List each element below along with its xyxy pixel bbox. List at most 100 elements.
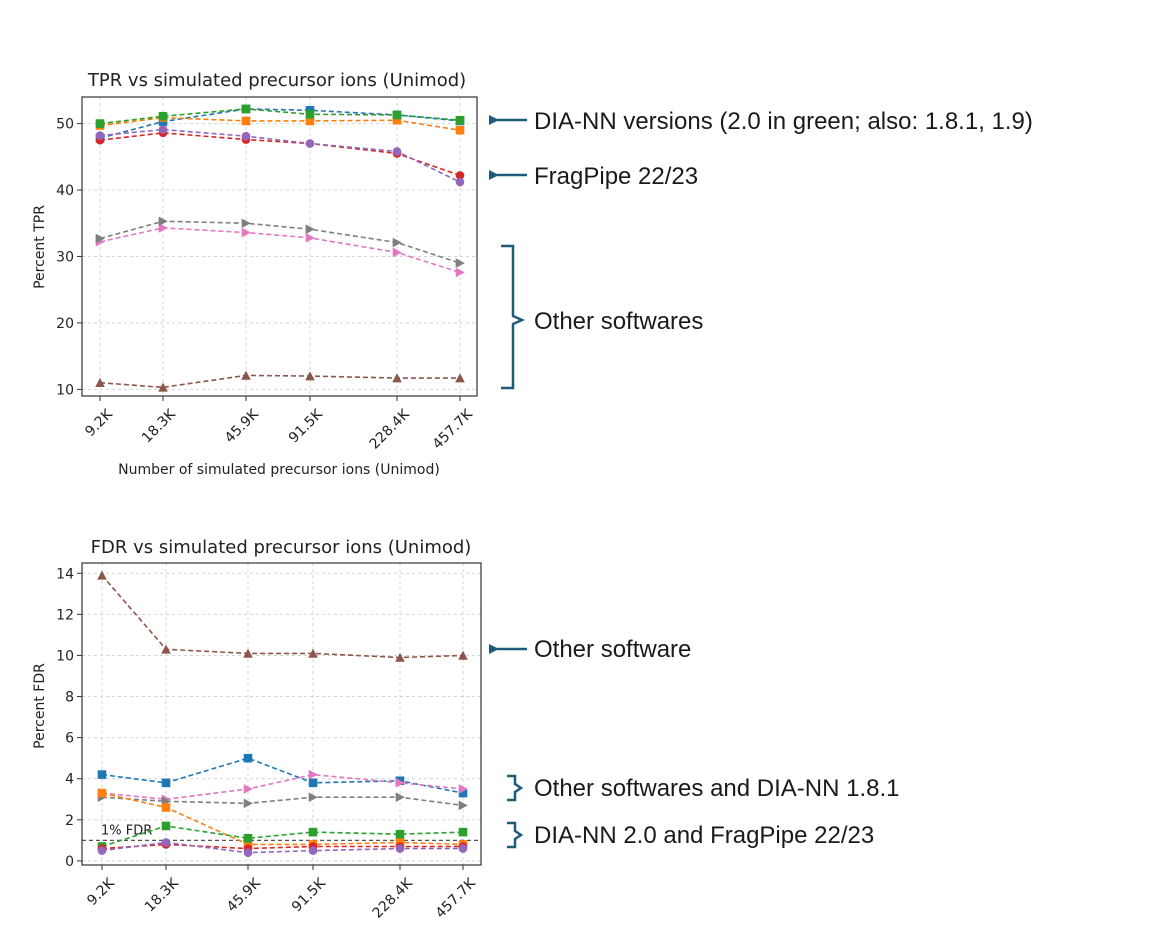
- fdr-series-line-brown: [101, 574, 464, 659]
- fdr-point-brown: [395, 652, 405, 662]
- tpr-point-pink: [158, 223, 168, 233]
- tpr-y-tick-label: 50: [56, 117, 74, 133]
- fdr-y-tick-label: 14: [56, 566, 74, 582]
- fdr-chart: FDR vs simulated precursor ions (Unimod)…: [32, 537, 482, 922]
- tpr-point-purple: [95, 131, 105, 140]
- tpr-point-purple: [241, 131, 251, 141]
- tpr-plot-frame: [81, 96, 478, 397]
- fdr-y-tick-label: 2: [65, 813, 74, 829]
- annotation-dia-nn-versions: DIA-NN versions (2.0 in green; also: 1.8…: [489, 108, 1033, 135]
- fdr-series-brown: [97, 570, 468, 662]
- tpr-point-gray: [392, 237, 402, 248]
- fdr-point-purple: [458, 844, 468, 853]
- fdr-point-brown: [243, 648, 253, 658]
- curly-brace-icon: [501, 244, 526, 390]
- tpr-point-orange: [455, 125, 465, 135]
- fdr-point-green: [308, 827, 318, 837]
- fdr-y-ticks: 0 2 4 6 8 10 12 14: [56, 566, 82, 870]
- annotation-other-softwares-text: Other softwares: [534, 308, 703, 335]
- tpr-point-green: [392, 110, 402, 120]
- fdr-point-green: [458, 827, 468, 837]
- fdr-series-line-pink: [101, 773, 464, 801]
- tpr-point-green: [455, 115, 465, 125]
- tpr-point-green: [305, 109, 315, 119]
- tpr-point-gray: [241, 218, 251, 229]
- fdr-series-gray: [97, 792, 468, 811]
- tpr-point-gray: [455, 258, 465, 268]
- fdr-point-gray: [395, 792, 405, 803]
- tpr-point-brown: [158, 382, 168, 392]
- fdr-x-tick-label: 45.9K: [224, 875, 264, 915]
- fdr-series-purple: [97, 838, 468, 857]
- tpr-y-tick-label: 40: [56, 183, 74, 199]
- fdr-point-blue: [458, 788, 468, 798]
- tpr-x-tick-label: 18.3K: [139, 406, 179, 446]
- tpr-series-pink: [95, 223, 465, 278]
- tpr-x-tick-label: 457.7K: [430, 406, 477, 453]
- tpr-point-green: [241, 104, 251, 114]
- fdr-series-line-green: [101, 825, 464, 848]
- tpr-series-purple: [95, 125, 465, 187]
- tpr-point-brown: [95, 377, 105, 388]
- fdr-point-orange: [161, 803, 171, 812]
- tpr-point-pink: [305, 233, 315, 243]
- fdr-point-blue: [97, 770, 107, 779]
- tpr-point-red: [455, 171, 465, 180]
- annotation-dia-nn-20-fragpipe: DIA-NN 2.0 and FragPipe 22/23: [507, 821, 874, 849]
- fdr-point-gray: [458, 800, 468, 811]
- tpr-chart: TPR vs simulated precursor ions (Unimod)…: [32, 70, 478, 478]
- fdr-threshold-line: 1% FDR: [82, 823, 481, 841]
- fdr-y-axis-label: Percent FDR: [32, 663, 48, 749]
- tpr-point-pink: [241, 227, 251, 238]
- fdr-point-purple: [161, 838, 171, 847]
- fdr-series-pink: [97, 769, 468, 805]
- fdr-point-purple: [97, 846, 107, 855]
- tpr-y-ticks: 10 20 30 40 50: [56, 117, 82, 398]
- fdr-point-purple: [395, 844, 405, 853]
- tpr-point-brown: [305, 371, 315, 381]
- tpr-point-pink: [455, 267, 465, 278]
- annotation-other-and-dia-nn-181: Other softwares and DIA-NN 1.8.1: [507, 774, 899, 802]
- fdr-point-blue: [243, 753, 253, 763]
- fdr-point-brown: [308, 648, 318, 658]
- tpr-point-pink: [392, 247, 402, 258]
- fdr-x-tick-label: 18.3K: [142, 875, 182, 915]
- fdr-point-green: [161, 821, 171, 831]
- fdr-y-tick-label: 0: [65, 854, 74, 870]
- tpr-point-brown: [392, 373, 402, 383]
- fdr-y-tick-label: 8: [65, 690, 74, 706]
- fdr-series-line-blue: [101, 757, 464, 794]
- tpr-series-line-green: [99, 108, 461, 125]
- tpr-point-purple: [392, 147, 402, 156]
- tpr-point-orange: [305, 116, 315, 126]
- fdr-x-tick-label: 457.7K: [433, 875, 480, 922]
- fdr-series-blue: [97, 753, 468, 798]
- fdr-gridlines: [82, 563, 481, 865]
- tpr-y-tick-label: 30: [56, 249, 74, 265]
- fdr-y-tick-label: 4: [65, 772, 74, 788]
- tpr-series-line-pink: [99, 227, 461, 274]
- tpr-series-line-purple: [99, 128, 461, 183]
- fdr-point-pink: [458, 784, 468, 794]
- annotation-fragpipe: FragPipe 22/23: [489, 163, 698, 190]
- fdr-point-brown: [97, 570, 107, 580]
- tpr-series-line-red: [99, 132, 461, 177]
- tpr-series-group: [95, 104, 465, 392]
- fdr-y-tick-label: 12: [56, 607, 74, 623]
- fdr-series-line-gray: [101, 796, 464, 807]
- fdr-point-brown: [458, 650, 468, 660]
- tpr-x-tick-label: 228.4K: [367, 406, 414, 453]
- tpr-x-tick-label: 45.9K: [222, 406, 262, 446]
- fdr-point-pink: [243, 784, 253, 794]
- annotation-other-software: Other software: [489, 636, 691, 663]
- fdr-plot-frame: [81, 562, 482, 866]
- fdr-x-ticks: 9.2K 18.3K 45.9K 91.5K 228.4K 457.7K: [84, 865, 479, 922]
- tpr-point-orange: [392, 115, 402, 125]
- tpr-y-axis-label: Percent TPR: [32, 205, 48, 289]
- fdr-point-brown: [161, 644, 171, 654]
- fdr-x-tick-label: 91.5K: [289, 875, 329, 915]
- fdr-y-tick-label: 6: [65, 731, 74, 747]
- fdr-point-blue: [308, 778, 318, 788]
- tpr-point-gray: [158, 216, 168, 227]
